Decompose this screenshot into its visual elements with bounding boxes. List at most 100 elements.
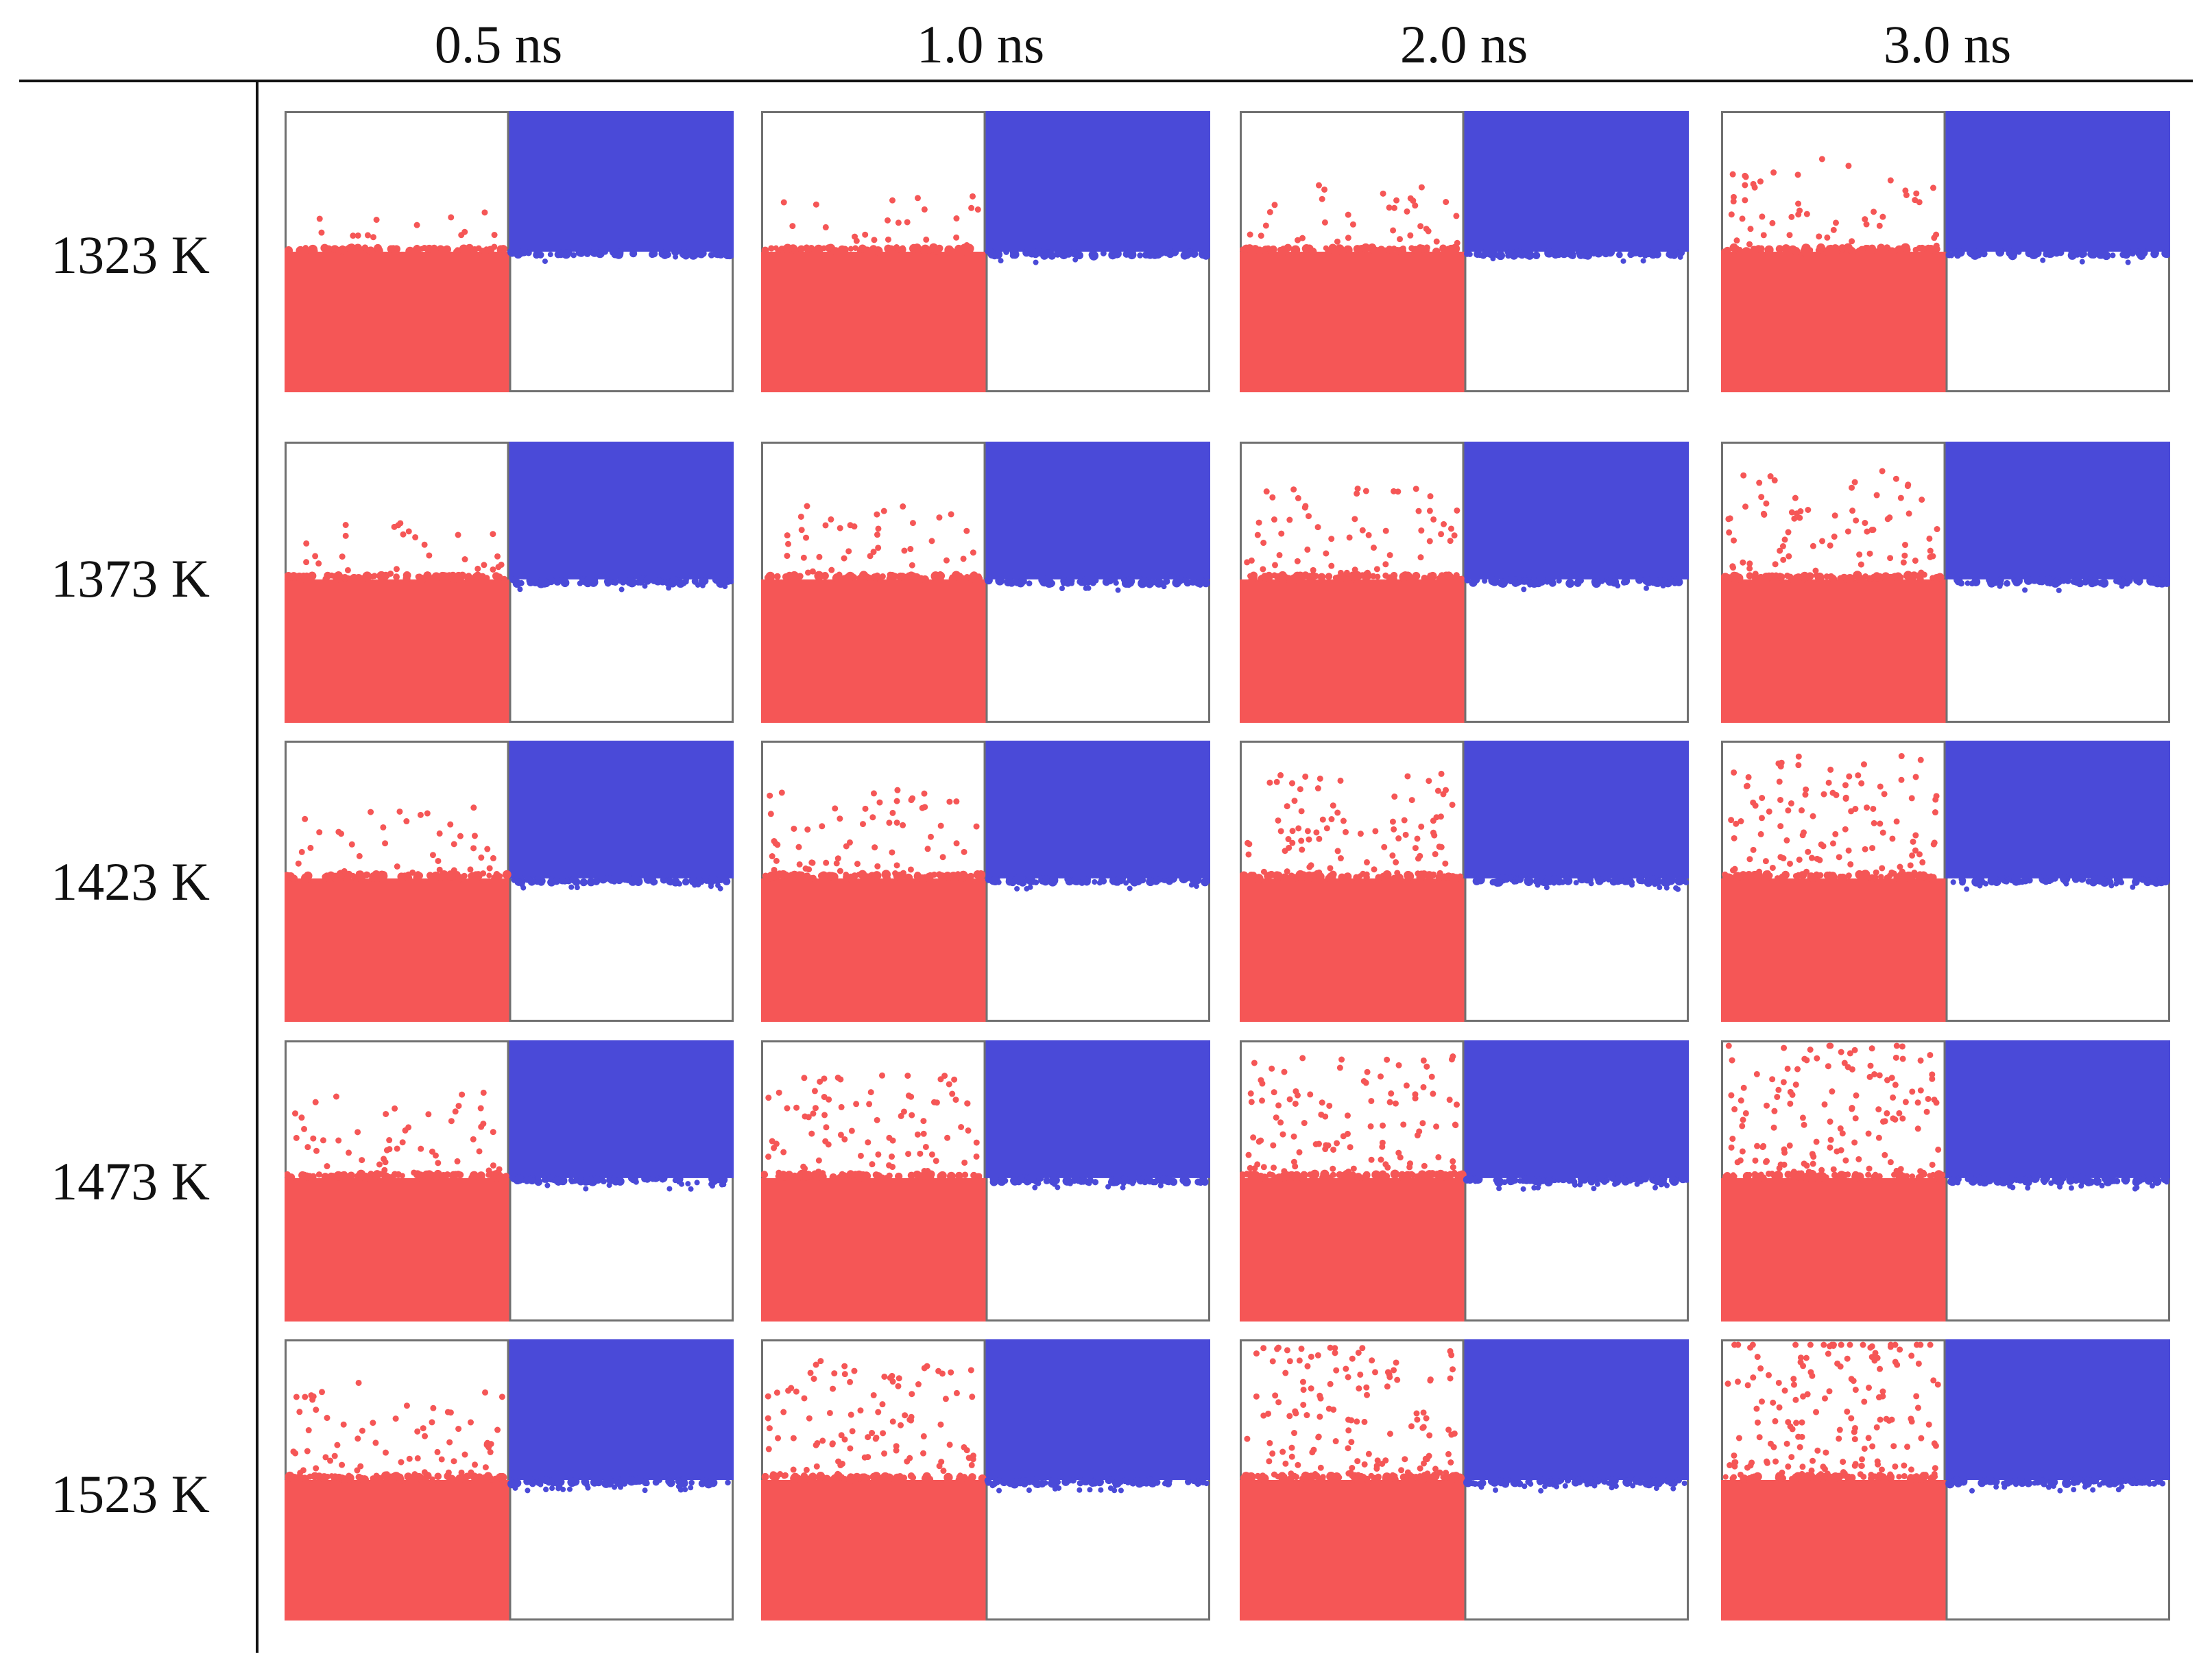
blue-surface-atoms: [1511, 878, 1681, 892]
snapshot-svg: [1240, 442, 1689, 723]
evaporated-atoms: [1725, 1042, 1942, 1178]
left-phase-block: [761, 1177, 986, 1322]
left-phase-block: [285, 878, 509, 1022]
left-phase-block: [1721, 252, 1946, 392]
evaporated-atoms: [303, 520, 505, 580]
header-rule: [19, 80, 2193, 82]
blue-surface-atoms: [544, 1178, 727, 1192]
left-phase-block: [1721, 878, 1946, 1022]
right-phase-block: [1945, 1040, 2170, 1178]
snapshot-svg: [285, 741, 734, 1022]
snapshot-r4-c0: [285, 1339, 734, 1621]
blue-surface-atoms: [996, 878, 1199, 892]
right-phase-block: [985, 111, 1210, 252]
right-phase-block: [1464, 442, 1689, 579]
evaporated-atoms: [1245, 1053, 1460, 1179]
snapshot-r0-c0: [285, 111, 734, 392]
blue-surface-atoms: [998, 253, 1082, 265]
blue-surface-atoms: [1490, 254, 1683, 264]
interface-roughness: [761, 1169, 1209, 1187]
evaporated-atoms: [290, 1379, 505, 1481]
row-header-0: 1323 K: [51, 225, 210, 285]
interface-roughness: [762, 870, 1210, 887]
blue-surface-atoms: [1964, 580, 2156, 593]
evaporated-atoms: [767, 787, 980, 878]
snapshot-svg: [285, 1339, 734, 1621]
snapshot-svg: [1721, 1339, 2170, 1621]
snapshot-svg: [285, 111, 734, 392]
column-header-3: 3.0 ns: [1883, 14, 2012, 74]
left-phase-block: [1240, 579, 1465, 723]
blue-surface-atoms: [1521, 579, 1678, 593]
interface-roughness: [1240, 870, 1689, 887]
snapshot-svg: [1240, 1339, 1689, 1621]
snapshot-svg: [1721, 111, 2170, 392]
interface-roughness: [285, 571, 734, 588]
snapshot-r1-c2: [1240, 442, 1689, 723]
snapshot-svg: [1721, 442, 2170, 723]
left-phase-block: [1721, 579, 1946, 723]
interface-roughness: [1240, 243, 1685, 261]
interface-roughness: [285, 1169, 728, 1186]
right-phase-block: [1945, 111, 2170, 252]
evaporated-atoms: [1247, 182, 1460, 252]
snapshot-svg: [285, 442, 734, 723]
row-header-rule: [256, 82, 259, 1653]
snapshot-svg: [1721, 1040, 2170, 1322]
interface-roughness: [761, 243, 1210, 261]
column-header-1: 1.0 ns: [916, 14, 1045, 74]
blue-surface-atoms: [1032, 1178, 1204, 1191]
left-phase-block: [761, 878, 986, 1022]
interface-roughness: [1240, 1169, 1689, 1187]
snapshot-r3-c3: [1721, 1040, 2170, 1322]
evaporated-atoms: [1245, 770, 1456, 879]
blue-surface-atoms: [512, 1481, 694, 1494]
evaporated-atoms: [1724, 1341, 1941, 1480]
evaporated-atoms: [784, 503, 976, 580]
evaporated-atoms: [316, 209, 498, 250]
right-phase-block: [1464, 111, 1689, 252]
snapshot-r0-c2: [1240, 111, 1689, 392]
snapshot-r3-c0: [285, 1040, 734, 1322]
evaporated-atoms: [292, 1089, 503, 1178]
left-phase-block: [1240, 252, 1465, 392]
blue-surface-atoms: [989, 1480, 1206, 1494]
right-phase-block: [509, 111, 734, 252]
left-phase-block: [1721, 1177, 1946, 1322]
right-phase-block: [1464, 1339, 1689, 1480]
blue-surface-atoms: [1476, 1481, 1676, 1494]
row-header-2: 1423 K: [51, 852, 210, 911]
blue-surface-atoms: [1955, 1178, 2161, 1192]
snapshot-svg: [761, 741, 1210, 1022]
evaporated-atoms: [765, 1072, 980, 1178]
blue-surface-atoms: [1964, 878, 2150, 892]
snapshot-r2-c1: [761, 741, 1210, 1022]
right-phase-block: [509, 741, 734, 878]
right-phase-block: [985, 1339, 1210, 1480]
interface-roughness: [761, 1471, 1210, 1489]
evaporated-atoms: [1728, 753, 1940, 879]
snapshot-svg: [761, 111, 1210, 392]
snapshot-r3-c1: [761, 1040, 1210, 1322]
blue-surface-atoms: [1496, 1177, 1670, 1192]
row-header-3: 1473 K: [51, 1151, 210, 1211]
blue-surface-atoms: [1949, 252, 2131, 265]
snapshot-svg: [761, 442, 1210, 723]
snapshot-r1-c0: [285, 442, 734, 723]
snapshot-svg: [1240, 741, 1689, 1022]
blue-surface-atoms: [517, 582, 728, 593]
left-phase-block: [1721, 1480, 1946, 1621]
right-phase-block: [1464, 1040, 1689, 1178]
right-phase-block: [509, 1339, 734, 1480]
right-phase-block: [985, 1040, 1210, 1178]
right-phase-block: [1464, 741, 1689, 878]
right-phase-block: [1945, 1339, 2170, 1480]
evaporated-atoms: [1244, 1344, 1458, 1481]
left-phase-block: [285, 252, 509, 392]
left-phase-block: [1240, 1177, 1465, 1322]
snapshot-r3-c2: [1240, 1040, 1689, 1322]
left-phase-block: [285, 1177, 509, 1322]
right-phase-block: [509, 442, 734, 579]
row-header-1: 1373 K: [51, 549, 210, 608]
